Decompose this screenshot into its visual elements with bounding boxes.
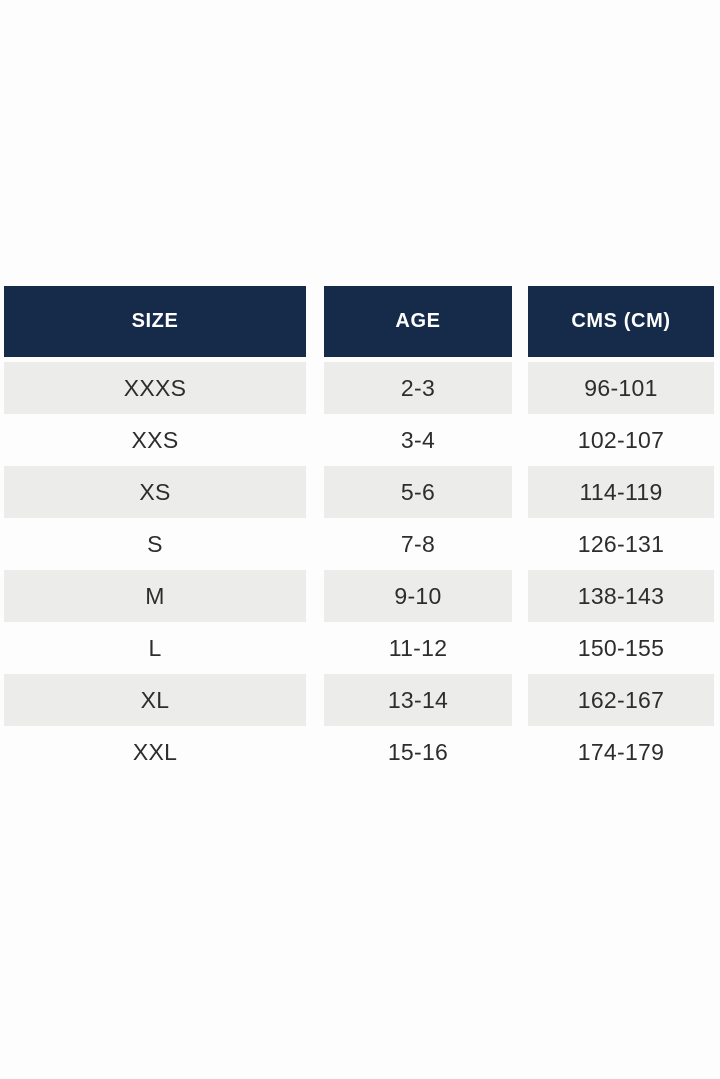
age-cell: 11-12 (324, 622, 512, 674)
table-row: XL 13-14 162-167 (4, 674, 714, 726)
table-row: XS 5-6 114-119 (4, 466, 714, 518)
column-header-age: AGE (324, 286, 512, 357)
table-row: XXS 3-4 102-107 (4, 414, 714, 466)
cms-cell: 96-101 (528, 362, 714, 414)
size-cell: XS (4, 466, 306, 518)
column-header-cms: CMS (CM) (528, 286, 714, 357)
table-row: M 9-10 138-143 (4, 570, 714, 622)
age-cell: 9-10 (324, 570, 512, 622)
size-cell: S (4, 518, 306, 570)
size-cell: XXS (4, 414, 306, 466)
age-cell: 5-6 (324, 466, 512, 518)
table-row: L 11-12 150-155 (4, 622, 714, 674)
cms-cell: 162-167 (528, 674, 714, 726)
age-cell: 13-14 (324, 674, 512, 726)
age-cell: 3-4 (324, 414, 512, 466)
table-body: XXXS 2-3 96-101 XXS 3-4 102-107 XS 5-6 1… (4, 362, 714, 778)
size-cell: M (4, 570, 306, 622)
age-cell: 2-3 (324, 362, 512, 414)
cms-cell: 102-107 (528, 414, 714, 466)
size-cell: XXL (4, 726, 306, 778)
cms-cell: 126-131 (528, 518, 714, 570)
size-cell: XXXS (4, 362, 306, 414)
age-cell: 7-8 (324, 518, 512, 570)
table-row: XXXS 2-3 96-101 (4, 362, 714, 414)
cms-cell: 138-143 (528, 570, 714, 622)
column-header-size: SIZE (4, 286, 306, 357)
size-cell: L (4, 622, 306, 674)
age-cell: 15-16 (324, 726, 512, 778)
table-header-row: SIZE AGE CMS (CM) (4, 286, 714, 357)
size-chart-table: SIZE AGE CMS (CM) XXXS 2-3 96-101 XXS 3-… (4, 286, 714, 778)
cms-cell: 150-155 (528, 622, 714, 674)
table-row: XXL 15-16 174-179 (4, 726, 714, 778)
table-row: S 7-8 126-131 (4, 518, 714, 570)
cms-cell: 174-179 (528, 726, 714, 778)
cms-cell: 114-119 (528, 466, 714, 518)
size-cell: XL (4, 674, 306, 726)
